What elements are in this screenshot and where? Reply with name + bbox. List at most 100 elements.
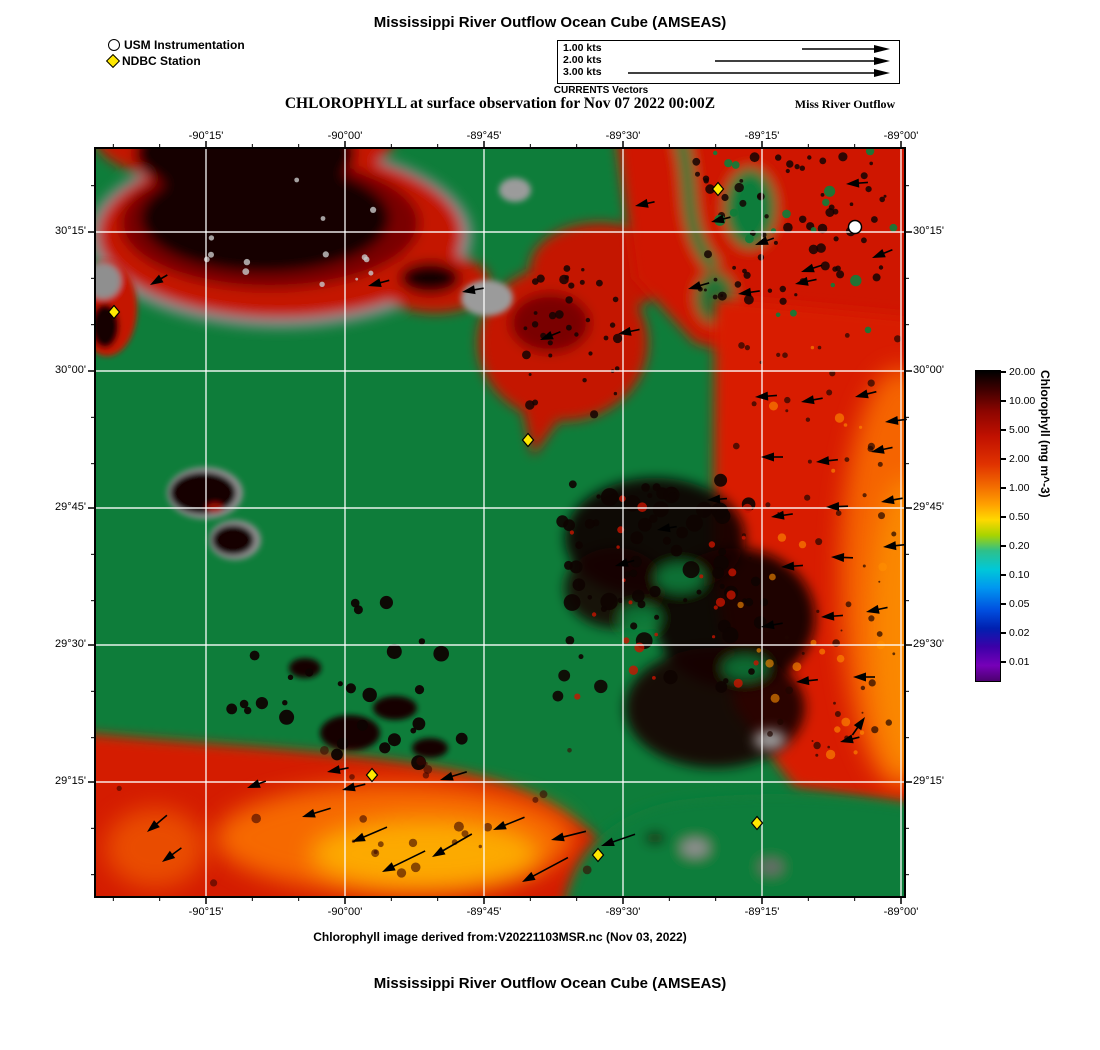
lon-tick-label: -90°15' — [188, 130, 224, 142]
current-vector-arrow — [522, 856, 569, 882]
current-vector-arrow — [795, 276, 817, 286]
miss-river-outflow-label: Miss River Outflow — [794, 97, 896, 111]
current-vector-arrow — [883, 541, 905, 551]
current-vector-arrow — [327, 765, 349, 774]
current-vector-arrow — [761, 452, 783, 462]
colorbar-tick-label: 20.00 — [1009, 366, 1036, 378]
current-vector-arrow — [796, 676, 818, 686]
ndbc-station-marker — [365, 767, 379, 783]
ndbc-legend-row: NDBC Station — [105, 53, 245, 69]
current-vector-arrow — [885, 415, 907, 425]
colorbar-tick-label: 10.00 — [1009, 395, 1036, 407]
current-vector-arrow — [493, 816, 525, 830]
current-vector-arrow — [851, 717, 865, 736]
current-vector-arrow — [352, 826, 388, 842]
current-vector-arrow — [150, 274, 168, 285]
colorbar-tick-label: 0.50 — [1009, 511, 1030, 523]
current-vector-arrow — [755, 236, 775, 245]
usm-legend-row: USM Instrumentation — [108, 37, 245, 53]
current-vector-arrow — [432, 833, 473, 857]
current-vector-arrow — [657, 523, 677, 533]
map-raster — [95, 148, 905, 897]
current-vector-arrow — [881, 495, 903, 505]
map-subtitle: CHLOROPHYLL at surface observation for N… — [284, 95, 716, 112]
colorbar-tick-mark — [1000, 632, 1006, 634]
marker-legend: USM Instrumentation NDBC Station — [105, 37, 245, 69]
lon-tick-label: -89°45' — [466, 906, 502, 918]
current-vector-arrow — [342, 782, 366, 792]
current-vector-arrow — [601, 833, 636, 847]
lon-tick-label: -89°30' — [605, 906, 641, 918]
colorbar-tick-mark — [1000, 371, 1006, 373]
current-vector-arrow — [840, 734, 860, 744]
vector-scale-label: 2.00 kts — [563, 54, 602, 66]
current-vector-arrow — [618, 326, 640, 336]
current-vector-arrow — [801, 395, 823, 405]
current-vector-arrow — [846, 178, 869, 188]
colorbar-tick-label: 0.01 — [1009, 656, 1030, 668]
lon-tick-label: -90°00' — [327, 130, 363, 142]
ndbc-station-marker — [711, 181, 725, 197]
current-vector-arrow — [755, 391, 778, 401]
left-edge-patch — [95, 260, 137, 356]
lat-tick-label: 30°15' — [55, 225, 86, 237]
current-vector-arrow — [615, 558, 635, 567]
lon-tick-label: -89°15' — [744, 906, 780, 918]
lat-tick-label: 29°45' — [55, 501, 86, 513]
current-vector-arrow — [707, 494, 728, 504]
lon-tick-label: -90°15' — [188, 906, 224, 918]
source-caption: Chlorophyll image derived from:V20221103… — [313, 930, 687, 944]
colorbar-tick-mark — [1000, 487, 1006, 489]
current-vector-arrow — [771, 510, 793, 520]
current-vector-arrow — [711, 214, 731, 224]
lon-tick-label: -89°45' — [466, 130, 502, 142]
colorbar-tick-mark — [1000, 545, 1006, 547]
bottom-title: Mississippi River Outflow Ocean Cube (AM… — [373, 975, 727, 992]
current-vector-arrow — [440, 771, 468, 781]
current-vector-arrow — [247, 779, 267, 788]
current-vector-arrow — [368, 278, 390, 287]
current-vector-arrow — [801, 263, 823, 273]
colorbar-tick-label: 1.00 — [1009, 482, 1030, 494]
current-vector-arrow — [831, 552, 854, 562]
colorbar-tick-mark — [1000, 661, 1006, 663]
lat-tick-label: 29°15' — [55, 775, 86, 787]
lat-tick-label: 30°15' — [913, 225, 944, 237]
colorbar-tick-label: 2.00 — [1009, 453, 1030, 465]
current-vector-arrow — [382, 850, 426, 872]
current-vector-arrow — [866, 604, 888, 614]
current-vector-arrow — [462, 285, 484, 295]
currents-vectors-caption: CURRENTS Vectors — [553, 85, 649, 96]
colorbar-tick-mark — [1000, 516, 1006, 518]
colorbar-tick-label: 0.02 — [1009, 627, 1030, 639]
lon-tick-label: -89°00' — [883, 130, 919, 142]
colorbar-tick-mark — [1000, 458, 1006, 460]
ndbc-station-marker — [521, 432, 535, 448]
ndbc-station-marker — [107, 304, 121, 320]
page-title: Mississippi River Outflow Ocean Cube (AM… — [373, 14, 727, 31]
current-vector-arrow — [821, 611, 844, 621]
lat-tick-label: 29°30' — [913, 638, 944, 650]
vector-scale-label: 1.00 kts — [563, 42, 602, 54]
colorbar-tick-label: 0.05 — [1009, 598, 1030, 610]
colorbar-tick-label: 0.20 — [1009, 540, 1030, 552]
lat-tick-label: 29°45' — [913, 501, 944, 513]
current-vector-arrow — [872, 248, 893, 258]
marsh-ponds — [289, 658, 448, 758]
lake-borgne-blob — [478, 223, 670, 456]
lake-pontchartrain-blob — [95, 148, 490, 328]
current-vector-arrow — [816, 456, 838, 466]
lat-tick-label: 29°15' — [913, 775, 944, 787]
colorbar-tick-mark — [1000, 429, 1006, 431]
colorbar-tick-mark — [1000, 574, 1006, 576]
vector-scale-arrows — [628, 45, 890, 77]
lon-tick-label: -89°15' — [744, 130, 780, 142]
current-vector-arrow — [871, 444, 893, 454]
colorbar-tick-label: 5.00 — [1009, 424, 1030, 436]
map-markers — [107, 178, 907, 882]
lat-tick-label: 30°00' — [55, 364, 86, 376]
currents-vector-legend: 1.00 kts 2.00 kts 3.00 kts — [557, 40, 900, 84]
usm-circle-icon — [108, 39, 120, 51]
map-canvas — [88, 141, 912, 904]
